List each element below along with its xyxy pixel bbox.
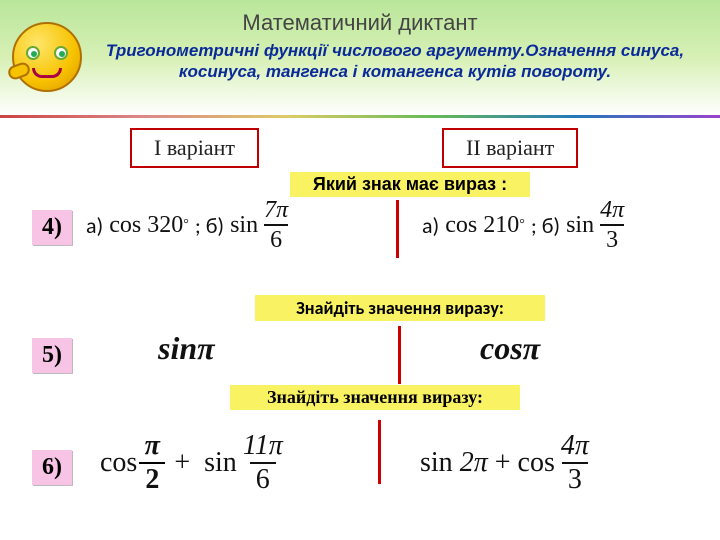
label-b: ; б) xyxy=(531,212,560,239)
degree-icon: ° xyxy=(183,217,189,233)
expr-cos: cos xyxy=(518,447,555,479)
expr-cos: cos xyxy=(100,447,137,479)
frac-den: 6 xyxy=(264,224,288,252)
task4-variant2: а) cos 210° ; б) sin 4π 3 xyxy=(416,198,630,252)
frac-den: 3 xyxy=(600,224,624,252)
expr-sin: sin xyxy=(230,212,258,239)
frac-den: 6 xyxy=(250,462,276,494)
page-subtitle: Тригонометричні функції числового аргуме… xyxy=(90,40,700,83)
frac-num: π xyxy=(141,432,164,462)
expr-pi: π xyxy=(523,330,540,367)
task5-variant2: cosπ xyxy=(480,330,540,367)
task6-variant1: cos π 2 + sin 11π 6 xyxy=(100,432,289,494)
frac-den: 2 xyxy=(139,462,165,494)
task5-variant1: sinπ xyxy=(158,330,215,367)
task-number-4: 4) xyxy=(32,210,72,245)
expr-sin: sin xyxy=(158,330,197,367)
label-a: а) xyxy=(86,212,103,239)
variant-2-label: ІІ варіант xyxy=(442,128,578,168)
instruction-q5: Знайдіть значення виразу: xyxy=(255,295,545,321)
separator-row5 xyxy=(398,326,401,384)
task6-variant2: sin 2π + cos 4π 3 xyxy=(420,432,595,494)
expr-cos: cos xyxy=(109,212,141,239)
separator-row6 xyxy=(378,420,381,484)
op-plus: + xyxy=(174,447,190,479)
page-title: Математичний диктант xyxy=(0,10,720,36)
expr-cos: cos xyxy=(480,330,523,367)
header: Математичний диктант Тригонометричні фун… xyxy=(0,0,720,118)
variant-1-label: І варіант xyxy=(130,128,259,168)
frac-num: 7π xyxy=(260,198,292,224)
expr-sin: sin xyxy=(420,447,453,479)
expr-arg: 2π xyxy=(460,447,488,479)
label-b: ; б) xyxy=(195,212,224,239)
expr-sin: sin xyxy=(566,212,594,239)
instruction-q6: Знайдіть значення виразу: xyxy=(230,385,520,410)
task-number-5: 5) xyxy=(32,338,72,373)
frac-num: 4π xyxy=(596,198,628,224)
expr-sin: sin xyxy=(204,447,237,479)
separator-row4 xyxy=(396,200,399,258)
frac-num: 11π xyxy=(239,432,287,462)
expr-cos: cos xyxy=(445,212,477,239)
frac-den: 3 xyxy=(562,462,588,494)
op-plus: + xyxy=(495,447,511,479)
expr-arg: 210 xyxy=(483,212,519,239)
expr-arg: 320 xyxy=(147,212,183,239)
label-a: а) xyxy=(422,212,439,239)
instruction-q4: Який знак має вираз : xyxy=(290,172,530,197)
expr-pi: π xyxy=(197,330,214,367)
task-number-6: 6) xyxy=(32,450,72,485)
frac-num: 4π xyxy=(557,432,593,462)
task4-variant1: а) cos 320° ; б) sin 7π 6 xyxy=(80,198,294,252)
degree-icon: ° xyxy=(519,217,525,233)
